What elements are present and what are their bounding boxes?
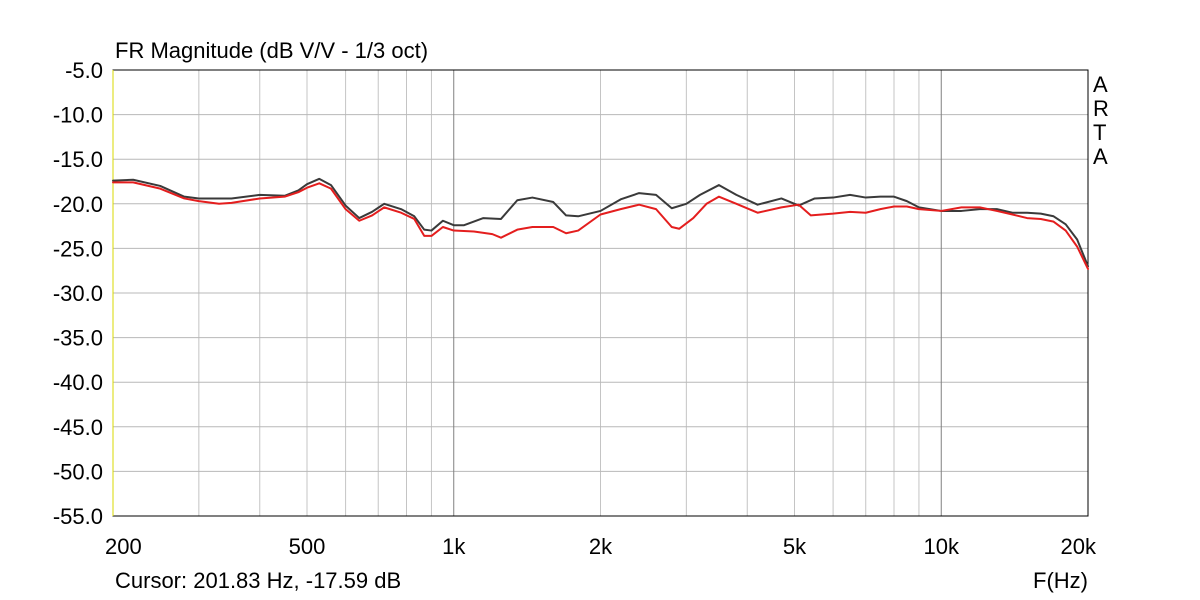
x-axis-label: F(Hz)	[1033, 568, 1088, 593]
x-tick-label: 2k	[589, 534, 613, 559]
x-tick-label: 20k	[1061, 534, 1097, 559]
y-tick-label: -5.0	[65, 58, 103, 83]
x-tick-label: 5k	[783, 534, 807, 559]
cursor-readout: Cursor: 201.83 Hz, -17.59 dB	[115, 568, 401, 593]
watermark-letter: R	[1093, 96, 1109, 121]
y-tick-label: -55.0	[53, 504, 103, 529]
x-tick-label: 10k	[924, 534, 960, 559]
x-tick-labels: 200 500 1k 2k 5k 10k 20k	[105, 534, 1097, 559]
watermark-letter: A	[1093, 144, 1108, 169]
y-tick-label: -30.0	[53, 281, 103, 306]
series-layer	[112, 177, 1089, 270]
y-tick-label: -20.0	[53, 192, 103, 217]
major-grid	[453, 70, 942, 516]
y-tick-label: -35.0	[53, 326, 103, 351]
watermark-letter: T	[1093, 120, 1106, 145]
y-tick-label: -40.0	[53, 370, 103, 395]
chart-title: FR Magnitude (dB V/V - 1/3 oct)	[115, 38, 428, 63]
x-tick-label: 1k	[442, 534, 466, 559]
y-tick-label: -10.0	[53, 103, 103, 128]
y-tick-label: -50.0	[53, 459, 103, 484]
y-tick-labels: -5.0 -10.0 -15.0 -20.0 -25.0 -30.0 -35.0 -40.0 -…	[53, 58, 103, 529]
y-tick-label: -45.0	[53, 415, 103, 440]
y-tick-label: -15.0	[53, 147, 103, 172]
watermark-letter: A	[1093, 72, 1108, 97]
x-tick-label: 500	[289, 534, 326, 559]
x-tick-label: 200	[105, 534, 142, 559]
y-tick-label: -25.0	[53, 236, 103, 261]
series-line-2	[112, 181, 1089, 270]
minor-grid	[113, 70, 1088, 516]
